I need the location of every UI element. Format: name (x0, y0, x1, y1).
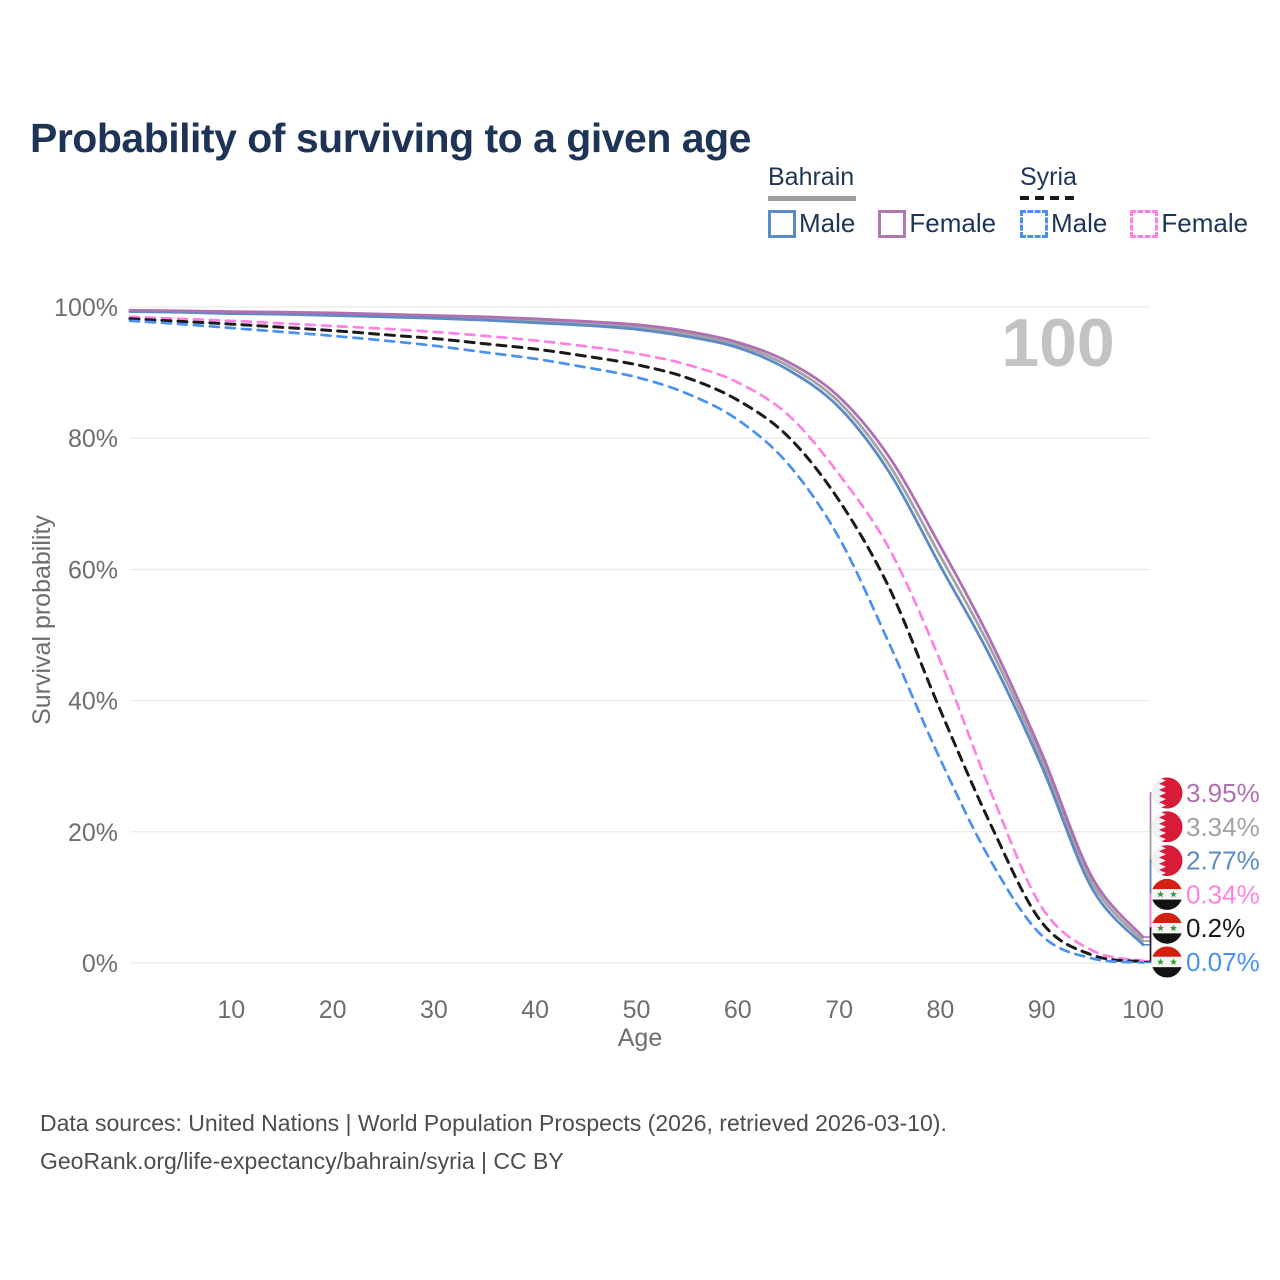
legend-label: Female (1161, 208, 1249, 238)
end-label-syria-female: 0.34% (1186, 879, 1260, 909)
page-title: Probability of surviving to a given age (30, 115, 751, 162)
end-label-syria-total: 0.2% (1186, 913, 1245, 943)
syria-female-checkbox-icon[interactable] (1130, 209, 1159, 238)
legend-label: Male (799, 208, 856, 238)
curve-syria-total (128, 317, 1145, 964)
x-tick-label: 60 (724, 996, 752, 1024)
legend-group-bahrain: Bahrain Male Female (768, 163, 996, 239)
survival-curves (128, 308, 1145, 964)
end-label-bahrain-male: 2.77% (1186, 846, 1260, 876)
x-tick-label: 10 (217, 996, 245, 1024)
y-tick-label: 40% (68, 688, 118, 716)
footer-source-note: Data sources: United Nations | World Pop… (40, 1104, 947, 1180)
end-label-syria-male: 0.07% (1186, 947, 1260, 977)
end-value-labels: 3.95% 3.34% 2.77%0.34% 0.2% 0.07% (1186, 778, 1260, 977)
legend-item-syria-male[interactable]: Male (1020, 208, 1107, 239)
end-label-bahrain-female: 3.95% (1186, 778, 1260, 808)
age-watermark: 100 (1001, 305, 1114, 381)
y-tick-label: 20% (68, 819, 118, 847)
gridlines (130, 306, 1150, 964)
curve-syria-female (128, 315, 1145, 963)
y-tick-label: 80% (68, 425, 118, 453)
end-label-bahrain-total: 3.34% (1186, 812, 1260, 842)
x-tick-label: 100 (1122, 996, 1164, 1024)
bahrain-male-checkbox-icon[interactable] (768, 209, 796, 238)
legend-label: Female (909, 208, 997, 238)
x-tick-label: 30 (420, 996, 448, 1024)
x-tick-label: 50 (623, 996, 651, 1024)
syria-flag-icon (1151, 912, 1183, 944)
x-axis-title: Age (618, 1024, 662, 1052)
curve-bahrain-male (128, 310, 1145, 947)
curve-bahrain-female (128, 308, 1145, 939)
legend-underline-dashed (1020, 196, 1078, 200)
end-label-leaders (1144, 792, 1154, 964)
legend-country-syria: Syria (1020, 163, 1077, 191)
syria-male-checkbox-icon[interactable] (1020, 209, 1048, 238)
x-tick-label: 40 (521, 996, 549, 1024)
bahrain-flag-icon (1151, 811, 1183, 843)
flag-icons (1151, 777, 1183, 978)
x-tick-label: 70 (825, 996, 853, 1024)
x-tick-label: 90 (1028, 996, 1056, 1024)
legend-item-bahrain-male[interactable]: Male (768, 208, 855, 239)
x-tick-label: 20 (319, 996, 347, 1024)
curve-syria-male (128, 319, 1145, 964)
bahrain-flag-icon (1151, 845, 1183, 877)
x-tick-label: 80 (926, 996, 954, 1024)
y-axis-title: Survival probability (28, 515, 56, 725)
legend-label: Male (1051, 208, 1108, 238)
curve-bahrain-total (128, 309, 1145, 943)
bahrain-flag-icon (1151, 777, 1183, 809)
syria-flag-icon (1151, 946, 1183, 978)
legend-country-bahrain: Bahrain (768, 163, 855, 191)
y-tick-label: 100% (54, 294, 118, 322)
legend-group-syria: Syria Male Female (1020, 163, 1248, 239)
y-tick-label: 0% (82, 950, 118, 978)
syria-flag-icon (1151, 878, 1183, 910)
footer-line-1: Data sources: United Nations | World Pop… (40, 1110, 947, 1136)
y-tick-label: 60% (68, 556, 118, 584)
legend-item-bahrain-female[interactable]: Female (878, 208, 996, 239)
legend-underline-solid (768, 196, 856, 201)
axis-ticks: 0% 20% 40% 60% 80% 100% 10 20 30 40 50 60 70 80 90 100 (54, 294, 1164, 1024)
legend-item-syria-female[interactable]: Female (1130, 208, 1248, 239)
footer-line-2: GeoRank.org/life-expectancy/bahrain/syri… (40, 1148, 564, 1174)
bahrain-female-checkbox-icon[interactable] (878, 209, 907, 238)
